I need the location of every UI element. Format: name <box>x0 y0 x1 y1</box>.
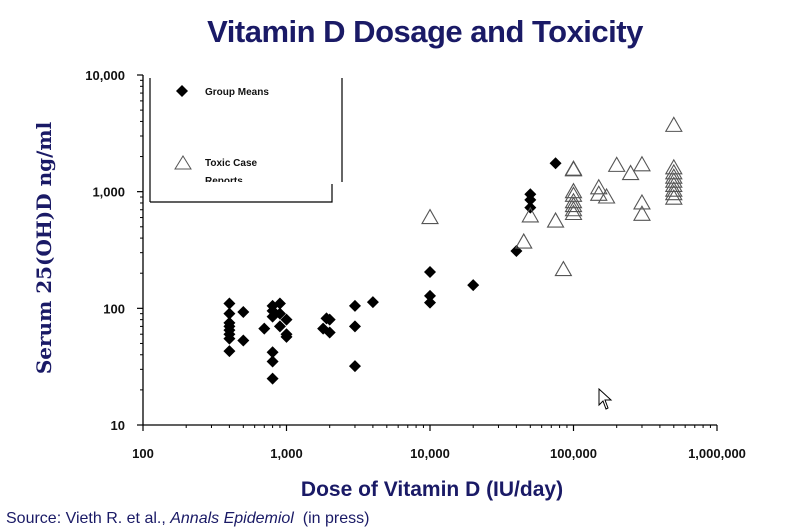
group-mean-point <box>258 322 271 335</box>
legend-triangle-marker <box>174 155 192 170</box>
legend-label-group-means: Group Means <box>205 87 269 98</box>
toxic-case-point <box>664 176 683 193</box>
x-tick-label: 1,000,000 <box>688 446 746 461</box>
group-mean-point <box>266 355 279 368</box>
toxic-case-point <box>664 172 683 188</box>
y-tick-label: 1,000 <box>92 185 125 200</box>
x-tick-label: 1,000 <box>270 446 303 461</box>
x-axis-label: Dose of Vitamin D (IU/day) <box>300 478 564 501</box>
toxic-case-point <box>664 184 683 201</box>
y-tick-label: 100 <box>103 301 125 316</box>
group-mean-point <box>366 296 379 309</box>
toxic-case-point <box>664 181 683 197</box>
x-tick-label: 100 <box>132 446 154 461</box>
source-citation: Source: Vieth R. et al., Annals Epidemio… <box>6 510 369 528</box>
group-mean-point <box>424 296 436 309</box>
toxic-case-point <box>607 156 626 172</box>
group-mean-point <box>223 307 236 320</box>
legend-label-toxic-case-2: Reports <box>205 176 243 187</box>
toxic-case-point <box>664 116 683 132</box>
group-mean-point <box>348 320 361 333</box>
axes <box>137 74 718 431</box>
toxic-case-point <box>564 204 583 221</box>
group-mean-point <box>524 193 537 206</box>
toxic-case-point <box>597 187 616 204</box>
toxic-case-point <box>564 196 583 213</box>
toxic-case-point <box>664 158 683 175</box>
group-mean-point <box>273 307 286 320</box>
toxic-case-point <box>564 160 583 176</box>
mouse-pointer-icon <box>598 388 613 410</box>
x-tick-label: 100,000 <box>550 446 597 461</box>
source-prefix: Source: Vieth R. et al., <box>6 510 171 527</box>
tick-labels: 100 1,000 10,000 100,000 1,000,000 10 100 1,000… <box>85 68 746 461</box>
x-tick-label: 10,000 <box>410 446 450 461</box>
group-mean-point <box>424 265 436 278</box>
group-mean-point <box>266 346 279 359</box>
legend: Group Means Toxic Case Reports <box>149 78 343 203</box>
group-mean-point <box>223 297 236 310</box>
toxic-case-point <box>564 200 583 217</box>
group-mean-point <box>237 334 250 347</box>
toxic-case-point <box>664 163 683 180</box>
plot-area: 100 1,000 10,000 100,000 1,000,000 10 100 1,000… <box>85 68 746 461</box>
group-mean-point <box>348 299 361 312</box>
legend-diamond-marker <box>176 85 188 97</box>
group-mean-point <box>273 297 286 310</box>
group-mean-point <box>280 330 293 343</box>
toxic-case-point <box>564 160 583 177</box>
toxic-case-point <box>633 193 651 210</box>
toxic-case-point <box>589 178 608 195</box>
group-mean-point <box>323 313 336 326</box>
group-mean-point <box>549 157 562 170</box>
toxic-case-point <box>589 185 608 201</box>
data-points <box>223 116 683 385</box>
group-mean-point <box>223 332 236 345</box>
toxic-case-point <box>521 206 540 223</box>
y-axis-label: Serum 25(OH)D ng/ml <box>32 121 56 375</box>
group-mean-point <box>323 326 336 339</box>
toxic-case-point <box>621 164 640 181</box>
group-mean-point <box>424 289 436 302</box>
toxic-case-point <box>664 189 683 205</box>
source-suffix: (in press) <box>293 510 370 527</box>
group-mean-point <box>266 372 279 385</box>
toxic-case-point <box>564 192 583 209</box>
toxic-case-point <box>564 182 583 199</box>
y-tick-label: 10,000 <box>85 68 125 83</box>
group-mean-point <box>273 320 286 333</box>
group-mean-point <box>237 306 250 319</box>
group-mean-point <box>348 360 361 373</box>
toxic-case-point <box>633 205 651 221</box>
group-mean-point <box>467 279 480 292</box>
group-mean-point <box>280 313 293 326</box>
toxic-case-point <box>514 232 533 249</box>
chart-title: Vitamin D Dosage and Toxicity <box>207 14 643 49</box>
group-mean-point <box>223 345 236 358</box>
toxic-case-point <box>421 208 439 225</box>
toxic-case-point <box>633 155 651 172</box>
source-journal: Annals Epidemiol <box>170 510 294 527</box>
legend-label-toxic-case: Toxic Case <box>205 158 257 169</box>
toxic-case-point <box>554 260 573 277</box>
toxic-case-point <box>546 211 565 228</box>
y-tick-label: 10 <box>111 418 125 433</box>
